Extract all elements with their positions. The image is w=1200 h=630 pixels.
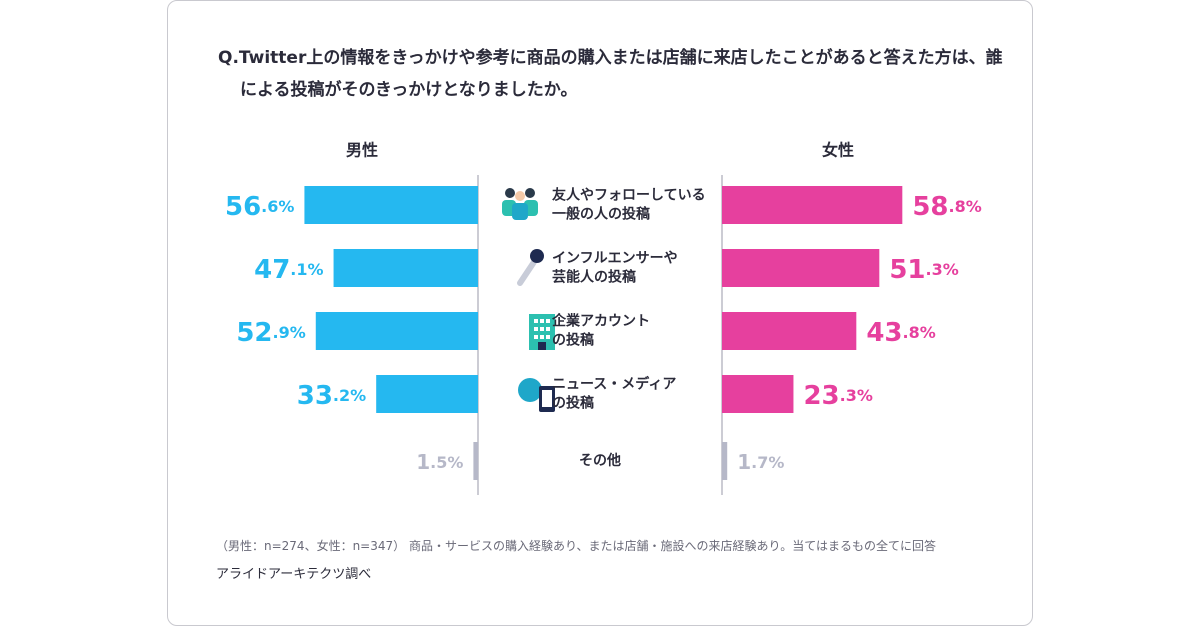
legend-label: 男性 — [346, 141, 378, 160]
icon — [529, 314, 555, 350]
category-label: その他 — [579, 452, 621, 469]
icon — [518, 378, 555, 412]
bar — [722, 249, 880, 287]
bar — [722, 442, 728, 480]
category-label: インフルエンサーや — [552, 251, 678, 267]
value-label: 52.9% — [236, 318, 305, 348]
value-label: 43.8% — [866, 318, 935, 348]
bar — [304, 186, 478, 224]
value-label: 51.3% — [889, 255, 958, 285]
value-label: 1.7% — [737, 450, 784, 474]
bar — [333, 249, 478, 287]
bar — [722, 186, 903, 224]
value-label: 58.8% — [912, 192, 981, 222]
card — [167, 0, 1033, 626]
category-label: 芸能人の投稿 — [552, 269, 636, 286]
value-label: 56.6% — [225, 192, 294, 222]
category-label: 企業アカウント — [551, 313, 650, 330]
category-label: の投稿 — [552, 395, 594, 412]
category-label: 友人やフォローしている — [552, 187, 706, 204]
icon — [502, 188, 538, 220]
category-label: の投稿 — [552, 332, 594, 349]
category-label: ニュース・メディア — [552, 376, 676, 393]
bar — [315, 312, 478, 350]
value-label: 47.1% — [254, 255, 323, 285]
value-label: 23.3% — [803, 381, 872, 411]
icon — [517, 249, 544, 286]
chart-title: Q.Twitter上の情報をきっかけや参考に商品の購入または店舗に来店したことが… — [218, 48, 1003, 100]
bar — [722, 312, 857, 350]
bar — [376, 375, 478, 413]
legend-label: 女性 — [822, 141, 854, 160]
source: アライドアーキテクツ調べ — [216, 567, 372, 582]
category-label: 一般の人の投稿 — [552, 206, 650, 223]
value-label: 1.5% — [416, 450, 463, 474]
bar — [473, 442, 478, 480]
footnote: （男性：n=274、女性：n=347） 商品・サービスの購入経験あり、または店舗… — [216, 539, 936, 553]
bar — [722, 375, 794, 413]
value-label: 33.2% — [297, 381, 366, 411]
